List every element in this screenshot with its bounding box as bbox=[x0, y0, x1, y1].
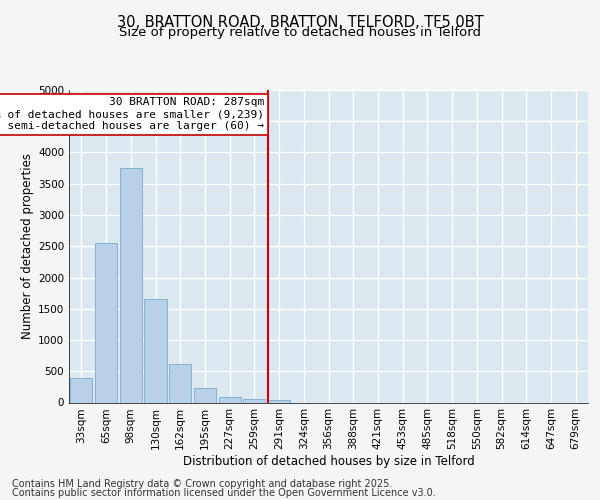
Bar bbox=[194, 388, 216, 402]
Bar bbox=[268, 400, 290, 402]
Bar bbox=[95, 243, 117, 402]
Text: Contains public sector information licensed under the Open Government Licence v3: Contains public sector information licen… bbox=[12, 488, 436, 498]
Bar bbox=[70, 378, 92, 402]
X-axis label: Distribution of detached houses by size in Telford: Distribution of detached houses by size … bbox=[182, 455, 475, 468]
Text: Size of property relative to detached houses in Telford: Size of property relative to detached ho… bbox=[119, 26, 481, 39]
Bar bbox=[145, 300, 167, 403]
Y-axis label: Number of detached properties: Number of detached properties bbox=[21, 153, 34, 339]
Text: 30 BRATTON ROAD: 287sqm
← 99% of detached houses are smaller (9,239)
1% of semi-: 30 BRATTON ROAD: 287sqm ← 99% of detache… bbox=[0, 98, 264, 130]
Text: 30, BRATTON ROAD, BRATTON, TELFORD, TF5 0BT: 30, BRATTON ROAD, BRATTON, TELFORD, TF5 … bbox=[116, 15, 484, 30]
Bar bbox=[169, 364, 191, 403]
Bar bbox=[119, 168, 142, 402]
Text: Contains HM Land Registry data © Crown copyright and database right 2025.: Contains HM Land Registry data © Crown c… bbox=[12, 479, 392, 489]
Bar bbox=[218, 396, 241, 402]
Bar bbox=[243, 400, 265, 402]
